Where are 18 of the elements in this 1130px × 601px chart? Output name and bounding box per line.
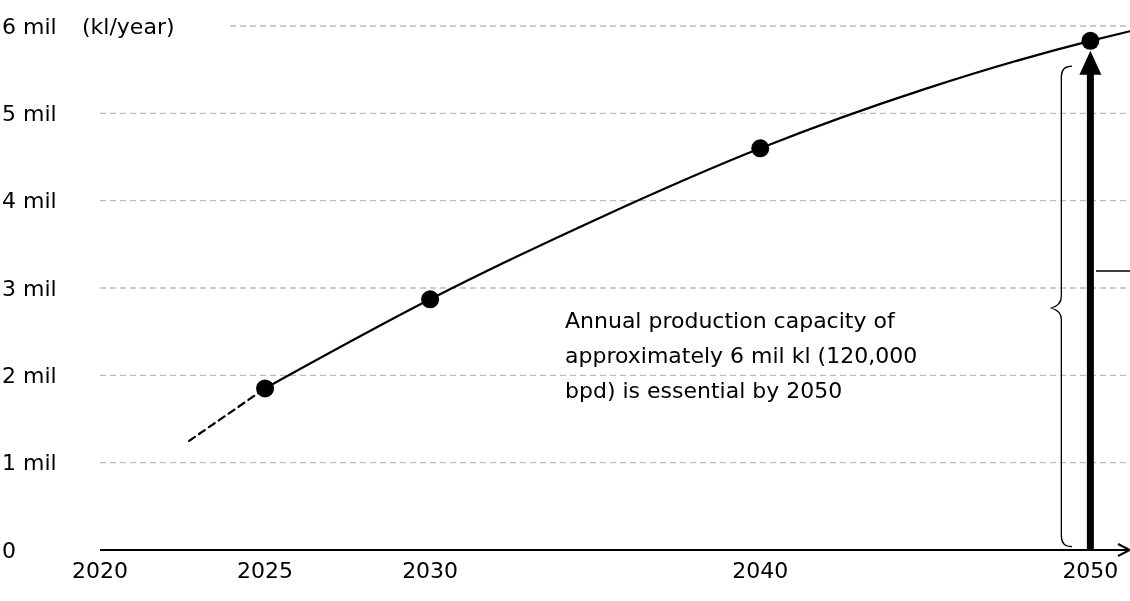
point bbox=[421, 290, 440, 309]
y-tick-label: 2 mil bbox=[2, 363, 57, 389]
point bbox=[1081, 31, 1100, 50]
y-axis-title: (kl/year) bbox=[82, 13, 175, 39]
y-tick-label: 4 mil bbox=[2, 188, 57, 214]
x-tick-label: 2030 bbox=[402, 558, 459, 583]
y-tick-label: 6 mil bbox=[2, 13, 57, 39]
point bbox=[256, 379, 275, 398]
y-tick-label: 5 mil bbox=[2, 101, 57, 127]
x-tick-label: 2050 bbox=[1062, 558, 1119, 583]
y-tick-label: 0 bbox=[2, 537, 16, 563]
x-tick-label: 2025 bbox=[237, 558, 294, 583]
point bbox=[751, 139, 770, 158]
x-tick-label: 2020 bbox=[72, 558, 128, 583]
x-tick-label: 2040 bbox=[732, 558, 789, 583]
y-tick-label: 1 mil bbox=[2, 450, 57, 476]
annotation: Annual production capacity of approximately 6 mil kl (120,000 bpd) is essential by 2050 bbox=[565, 308, 918, 403]
y-tick-label: 3 mil bbox=[2, 275, 57, 301]
